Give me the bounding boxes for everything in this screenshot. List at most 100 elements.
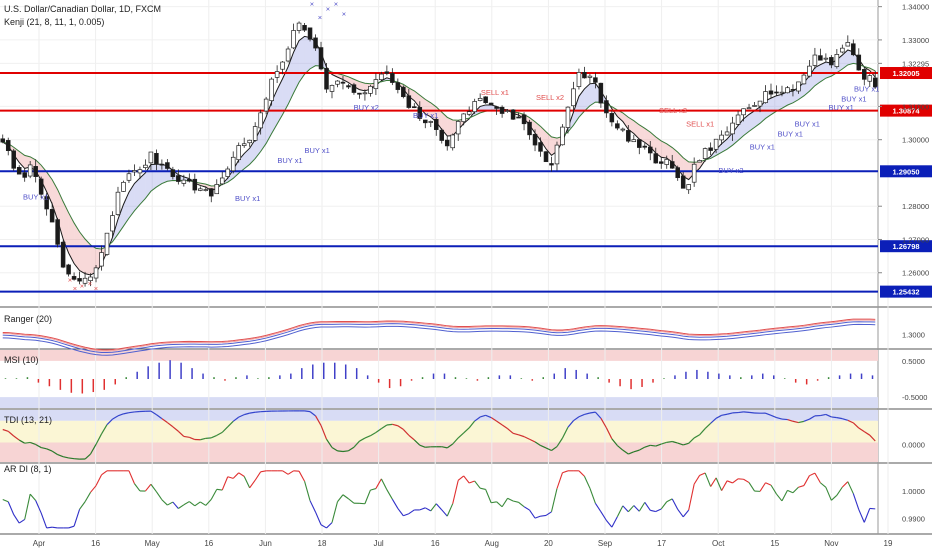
tdi-line-segment [364,435,371,439]
cloud-segment [535,121,541,141]
ranger-pane[interactable] [2,318,876,356]
tdi-line-segment [304,410,311,413]
ardi-line-segment [699,472,706,476]
tdi-line-segment [512,432,519,436]
candle-body [329,85,335,92]
candle [483,96,488,104]
tdi-line-segment [787,418,794,422]
candle-body [296,22,302,31]
candle-body [428,121,434,123]
candle [856,48,862,71]
ardi-line-segment [798,485,805,488]
candle [626,125,631,143]
cloud-segment [348,76,354,87]
cloud-segment [233,160,239,179]
cloud-segment [655,136,662,158]
tdi-line-segment [457,432,465,439]
y-tick-label: 0.0000 [902,441,925,450]
y-tick-label: 0.9900 [902,514,925,523]
candle [818,48,823,61]
tdi-line-segment [721,413,728,416]
tdi-line-segment [820,413,826,417]
ardi-line-segment [435,503,443,511]
ardi-line-segment [765,482,772,486]
candle [390,68,395,86]
candle-body [33,166,38,177]
ardi-line-segment [178,504,185,509]
cloud-segment [683,157,689,180]
cloud-segment [123,192,129,227]
tdi-line-segment [150,410,157,416]
ardi-line-segment [13,514,20,524]
msi-title: MSI (10) [4,355,39,365]
tdi-line-segment [644,444,651,448]
candle [121,180,126,192]
cloud-segment [820,62,826,82]
candle-body [851,43,856,56]
tdi-line-segment [29,441,36,446]
tdi-line-segment [128,411,135,414]
candle [247,139,252,147]
candle [779,85,785,97]
ardi-line-segment [457,475,465,481]
candle [346,83,351,90]
candle-body [258,112,263,129]
candle-body [346,85,351,88]
cloud-segment [540,126,547,149]
msi-pane[interactable] [4,360,874,394]
candle [834,49,840,69]
candle-body [302,25,307,31]
candle [565,106,571,134]
tdi-line-segment [244,412,250,416]
tdi-line-segment [255,411,261,413]
tdi-line-segment [523,436,530,440]
candle [214,179,220,195]
candle [192,173,198,194]
candle-body [236,145,241,161]
tdi-line-segment [869,434,876,442]
candles[interactable] [0,21,878,287]
ardi-pane[interactable] [2,470,876,529]
ardi-line-segment [150,483,157,492]
ardi-line-segment [134,483,141,492]
y-tick-label: 1.30000 [902,136,929,145]
candle [269,77,274,106]
cloud-segment [781,91,788,109]
extreme-marker: × [88,279,92,288]
buy-signal-label: BUY x1 [829,103,854,112]
tdi-line-segment [567,420,574,428]
candle [472,98,477,115]
tdi-pane[interactable] [2,410,876,460]
tdi-line-segment [238,414,245,418]
cloud-segment [277,78,283,125]
ardi-title: AR DI (8, 1) [4,464,52,474]
candle [280,61,285,75]
tdi-line-segment [348,446,355,452]
buy-signal-label: BUY x1 [750,143,775,152]
candle [840,44,845,54]
candle-body [554,144,560,165]
cloud-segment [584,83,590,112]
ardi-line-segment [671,498,679,510]
candle-body [647,146,653,154]
candle-body [318,47,324,70]
ardi-line-segment [688,484,695,511]
tdi-line-segment [534,441,541,446]
ardi-line-segment [792,486,799,494]
cloud-segment [79,231,86,274]
candle [719,130,724,145]
candle [318,41,324,71]
candle [154,149,159,171]
candle [423,119,428,129]
price-lines[interactable]: 1.32005 1.30874 1.29050 1.26798 1.25432 [0,67,932,298]
price-badge [880,104,932,117]
candle [148,151,154,170]
candle-body [115,191,121,215]
tdi-lower-zone [0,442,878,462]
candle [615,120,620,131]
tdi-line-segment [101,424,108,435]
candle-body [77,278,82,282]
candle-body [587,75,593,78]
buy-signal-label: BUY x2 [354,103,379,112]
